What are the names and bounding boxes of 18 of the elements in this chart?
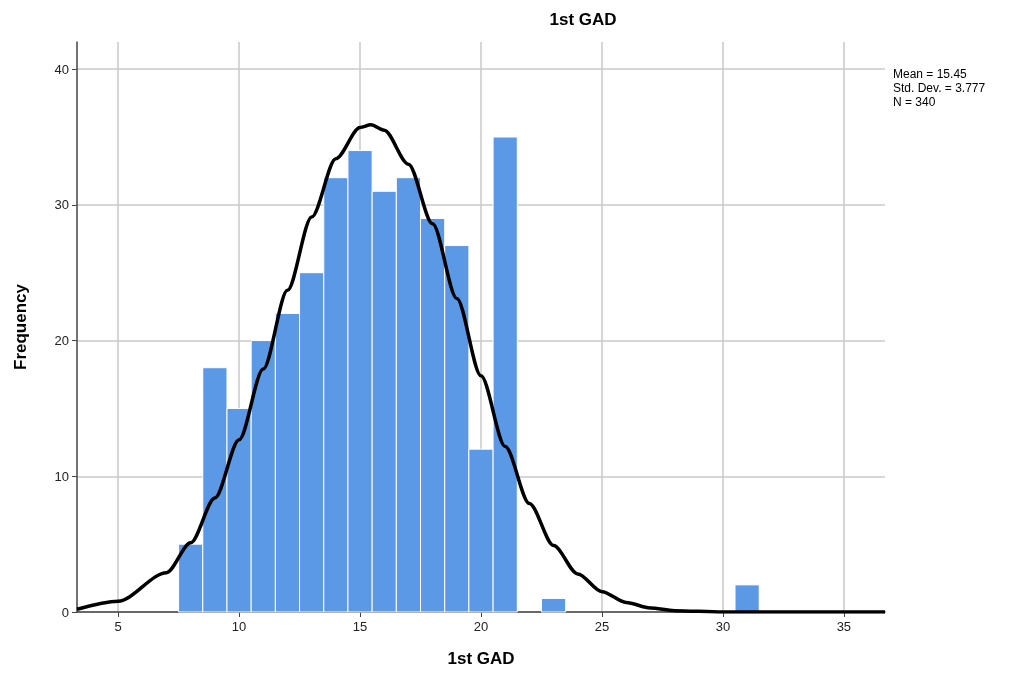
x-tick-label: 5 [114,619,122,634]
y-tick-label: 40 [54,61,69,77]
x-tick-label: 10 [231,619,247,634]
text: Mean = 15.45 [893,67,968,81]
y-tick-label: 30 [54,197,69,213]
y-tick-label: 20 [54,333,69,349]
x-tick-label: 25 [594,619,610,634]
x-axis-title: 1st GAD [447,649,515,668]
x-tick-label: 20 [473,619,489,634]
y-tick-label: 10 [54,468,69,484]
text: N = 340 [893,95,936,109]
x-tick-label: 35 [836,619,852,634]
x-tick-label: 15 [352,619,368,634]
y-axis-title: Frequency [11,283,30,370]
text: Std. Dev. = 3.777 [893,81,986,95]
x-tick-label: 30 [715,619,731,634]
chart-title: 1st GAD [549,10,617,29]
y-tick-label: 0 [61,604,69,620]
